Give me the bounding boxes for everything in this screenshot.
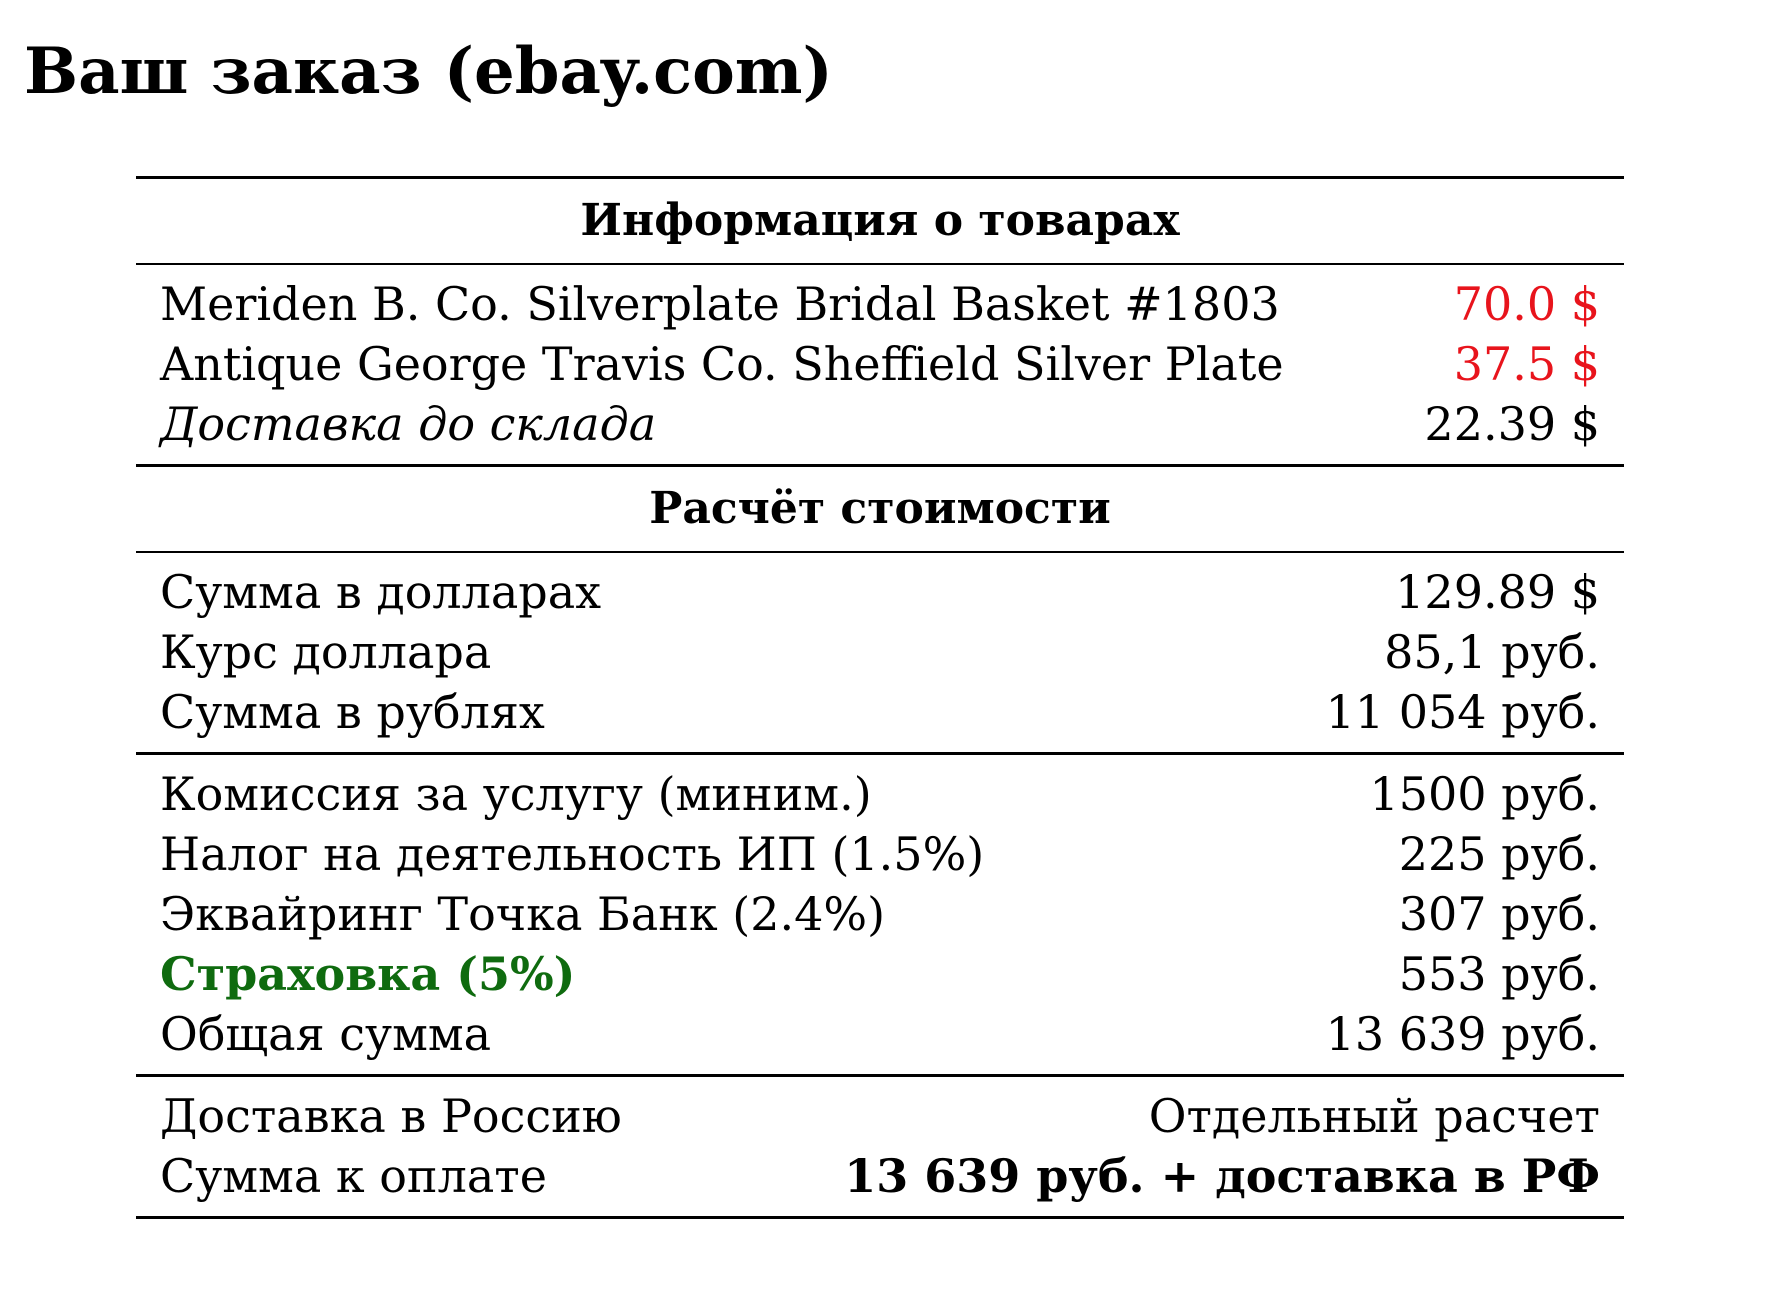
divider [136,464,1624,467]
product-row: Meriden B. Co. Silverplate Bridal Basket… [136,274,1624,334]
insurance-row: Страховка (5%) 553 руб. [136,944,1624,1004]
divider [136,263,1624,265]
usd-sum-row: Сумма в долларах 129.89 $ [136,562,1624,622]
russia-shipping-label: Доставка в Россию [160,1089,622,1143]
insurance-label: Страховка (5%) [160,947,576,1001]
commission-label: Комиссия за услугу (миним.) [160,767,872,821]
acquiring-row: Эквайринг Точка Банк (2.4%) 307 руб. [136,884,1624,944]
warehouse-shipping-row: Доставка до склада 22.39 $ [136,394,1624,454]
divider [136,752,1624,755]
exchange-rate-value: 85,1 руб. [1384,625,1600,679]
tax-label: Налог на деятельность ИП (1.5%) [160,827,985,881]
warehouse-shipping-value: 22.39 $ [1424,397,1600,451]
product-price: 37.5 $ [1453,337,1600,391]
russia-shipping-row: Доставка в Россию Отдельный расчет [136,1086,1624,1146]
usd-sum-label: Сумма в долларах [160,565,602,619]
top-rule [136,176,1624,179]
rub-sum-value: 11 054 руб. [1325,685,1600,739]
products-header: Информация о товарах [580,195,1180,246]
total-row: Общая сумма 13 639 руб. [136,1004,1624,1064]
fees-group: Комиссия за услугу (миним.) 1500 руб. На… [136,755,1624,1074]
divider [136,551,1624,553]
page-title: Ваш заказ (ebay.com) [24,34,833,109]
rub-sum-label: Сумма в рублях [160,685,545,739]
commission-row: Комиссия за услугу (миним.) 1500 руб. [136,764,1624,824]
product-price: 70.0 $ [1453,277,1600,331]
product-name: Antique George Travis Co. Sheffield Silv… [160,337,1284,391]
product-name: Meriden B. Co. Silverplate Bridal Basket… [160,277,1280,331]
amount-due-label: Сумма к оплате [160,1149,547,1203]
exchange-rate-label: Курс доллара [160,625,492,679]
warehouse-shipping-label: Доставка до склада [160,397,657,451]
order-table: Информация о товарах Meriden B. Co. Silv… [136,176,1624,1219]
products-group: Meriden B. Co. Silverplate Bridal Basket… [136,265,1624,464]
conversion-group: Сумма в долларах 129.89 $ Курс доллара 8… [136,553,1624,752]
total-label: Общая сумма [160,1007,492,1061]
rub-sum-row: Сумма в рублях 11 054 руб. [136,682,1624,742]
calculation-header: Расчёт стоимости [649,483,1111,534]
product-row: Antique George Travis Co. Sheffield Silv… [136,334,1624,394]
commission-value: 1500 руб. [1369,767,1600,821]
bottom-rule [136,1216,1624,1219]
exchange-rate-row: Курс доллара 85,1 руб. [136,622,1624,682]
tax-value: 225 руб. [1398,827,1600,881]
usd-sum-value: 129.89 $ [1395,565,1600,619]
amount-due-value: 13 639 руб. + доставка в РФ [844,1149,1600,1203]
insurance-value: 553 руб. [1398,947,1600,1001]
tax-row: Налог на деятельность ИП (1.5%) 225 руб. [136,824,1624,884]
acquiring-value: 307 руб. [1398,887,1600,941]
total-value: 13 639 руб. [1325,1007,1600,1061]
acquiring-label: Эквайринг Точка Банк (2.4%) [160,887,886,941]
russia-shipping-value: Отдельный расчет [1148,1089,1600,1143]
amount-due-row: Сумма к оплате 13 639 руб. + доставка в … [136,1146,1624,1206]
divider [136,1074,1624,1077]
final-group: Доставка в Россию Отдельный расчет Сумма… [136,1077,1624,1216]
